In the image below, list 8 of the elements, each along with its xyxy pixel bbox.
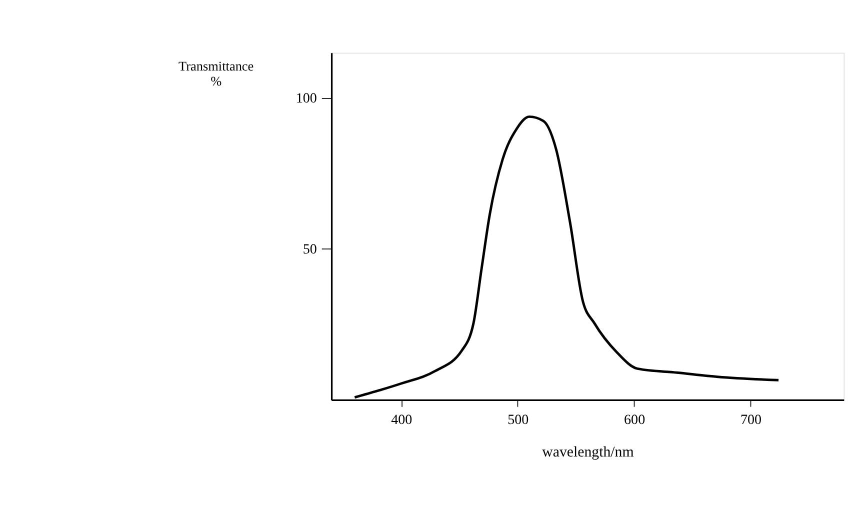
x-tick-label: 600 [624,412,646,428]
y-axis-title: Transmittance % [178,58,254,88]
x-tick-label: 500 [508,412,529,428]
x-tick-label: 700 [740,412,762,428]
x-axis-title: wavelength/nm [542,444,634,460]
y-tick-label: 100 [296,90,317,107]
y-tick-label: 50 [302,241,317,258]
x-tick-label: 400 [391,412,412,428]
